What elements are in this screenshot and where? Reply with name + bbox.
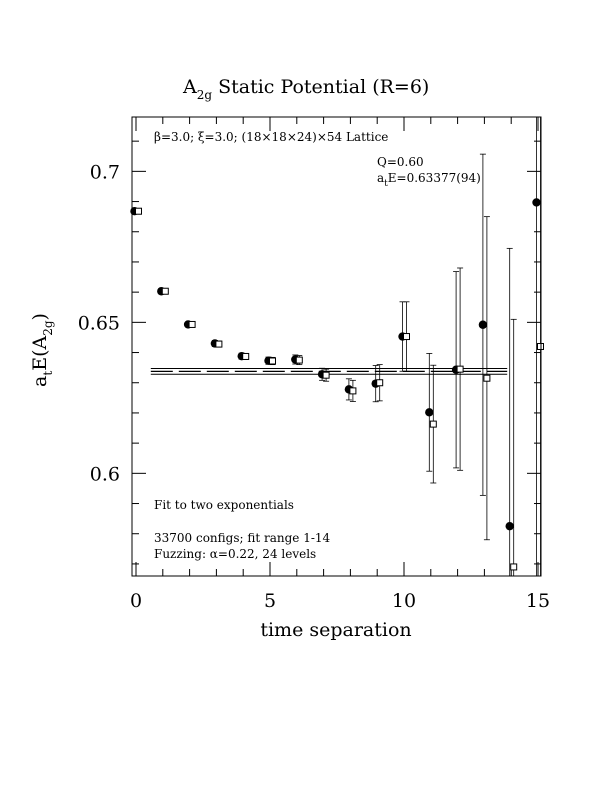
annotation-fit: Fit to two exponentials	[154, 498, 294, 512]
data-point-square	[188, 320, 196, 328]
data-point-square	[349, 387, 357, 395]
data-point-square	[295, 356, 303, 364]
data-point-square	[403, 333, 410, 341]
data-point-square	[161, 287, 169, 295]
annotation-configs: 33700 configs; fit range 1-14	[154, 531, 331, 545]
y-axis-label-subscript: 2g	[41, 320, 55, 336]
annotation-energy-value: E=0.63377(94)	[388, 171, 481, 185]
chart-title-main: A	[182, 76, 197, 98]
data-point-square	[429, 420, 437, 428]
axis-ticks	[132, 117, 541, 576]
y-axis-label: atE(A2g)	[29, 313, 55, 387]
annotation-q: Q=0.60	[377, 155, 424, 169]
annotation-energy-t: t	[384, 179, 388, 189]
chart-title-subscript: 2g	[197, 88, 213, 102]
x-tick-label: 15	[526, 590, 550, 612]
plot-frame	[131, 116, 542, 577]
y-axis-label-close: )	[29, 313, 51, 320]
x-axis-label: time separation	[260, 619, 411, 641]
x-tick-label: 0	[130, 590, 142, 612]
data-point-circle	[478, 320, 488, 329]
axis-tick-labels: 0 5 10 15 0.6 0.65 0.7	[78, 161, 550, 612]
data-point-square	[376, 379, 384, 387]
svg-text:atE(A2g): atE(A2g)	[29, 313, 55, 387]
y-axis-label-a: a	[29, 376, 51, 387]
data-point-circle	[532, 198, 541, 207]
y-tick-label: 0.65	[78, 312, 120, 334]
annotation-lattice: β=3.0; ξ=3.0; (18×18×24)×54 Lattice	[154, 130, 388, 144]
chart-title-rest: Static Potential (R=6)	[212, 76, 429, 98]
data-point-square	[510, 563, 518, 571]
y-axis-label-energy: E(A	[29, 336, 51, 371]
annotation-energy-a: a	[377, 171, 384, 185]
data-point-square	[483, 374, 491, 382]
data-point-square	[269, 357, 276, 365]
y-tick-label: 0.6	[90, 463, 120, 485]
data-point-square	[322, 371, 330, 379]
annotation-fuzzing: Fuzzing: α=0.22, 24 levels	[154, 547, 316, 561]
x-tick-label: 10	[392, 590, 416, 612]
svg-text:A2g Static Potential (R=6): A2g Static Potential (R=6)	[182, 76, 429, 102]
data-point-square	[456, 365, 464, 373]
annotation-energy: atE=0.63377(94)	[377, 171, 481, 189]
x-tick-label: 5	[264, 590, 276, 612]
chart-title: A2g Static Potential (R=6)	[182, 76, 429, 102]
data-point-square	[215, 340, 223, 348]
data-point-circle	[425, 408, 434, 417]
y-axis-label-t: t	[41, 371, 55, 376]
data-point-circle	[505, 521, 514, 531]
data-point-square	[242, 352, 250, 360]
data-point-square	[135, 207, 142, 215]
data-points	[130, 117, 544, 576]
y-tick-label: 0.7	[90, 161, 120, 183]
